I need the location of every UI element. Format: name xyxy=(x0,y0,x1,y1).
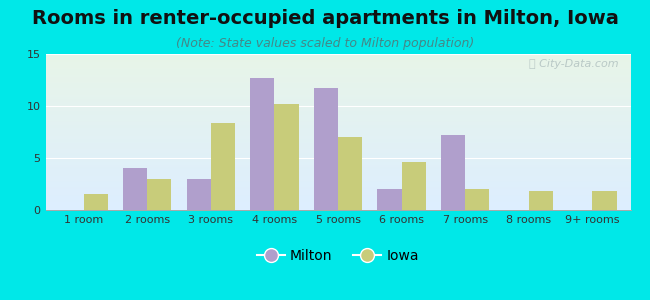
Bar xyxy=(441,135,465,210)
Bar xyxy=(465,189,489,210)
Bar xyxy=(211,123,235,210)
Bar xyxy=(123,168,148,210)
Bar xyxy=(250,78,274,210)
Text: (Note: State values scaled to Milton population): (Note: State values scaled to Milton pop… xyxy=(176,38,474,50)
Bar xyxy=(338,137,362,210)
Bar xyxy=(148,179,172,210)
Bar xyxy=(187,179,211,210)
Text: Rooms in renter-occupied apartments in Milton, Iowa: Rooms in renter-occupied apartments in M… xyxy=(32,9,618,28)
Bar xyxy=(592,191,616,210)
Bar xyxy=(528,191,553,210)
Bar xyxy=(274,104,298,210)
Legend: Milton, Iowa: Milton, Iowa xyxy=(251,244,425,268)
Bar xyxy=(84,194,108,210)
Text: ⌕ City-Data.com: ⌕ City-Data.com xyxy=(529,59,619,69)
Bar xyxy=(378,189,402,210)
Bar xyxy=(402,162,426,210)
Bar xyxy=(314,88,338,210)
